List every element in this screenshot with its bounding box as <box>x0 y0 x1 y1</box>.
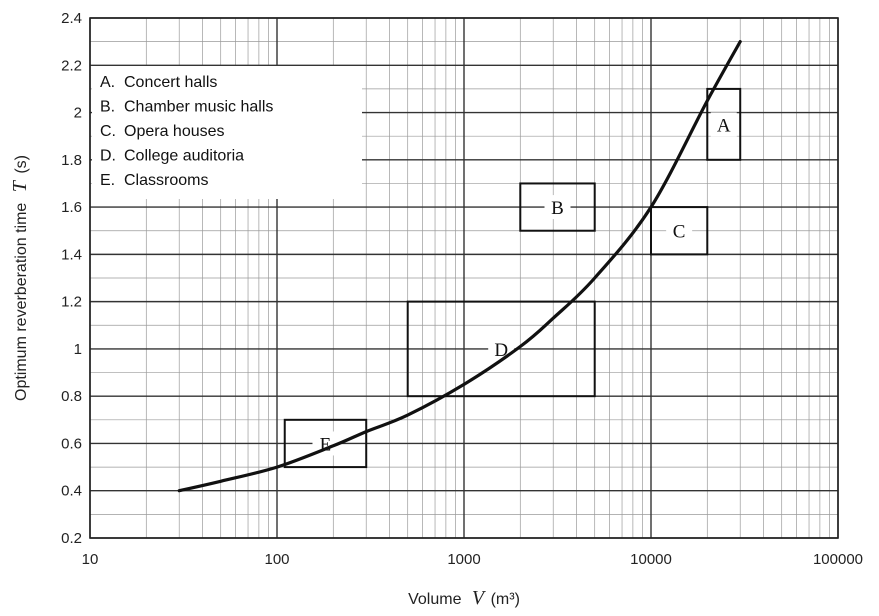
x-axis-label-unit: (m³) <box>491 591 520 608</box>
y-axis-label-unit: (s) <box>13 155 30 174</box>
y-tick-label: 1.4 <box>61 246 82 263</box>
y-axis-label: Optimum reverberation time T (s) <box>9 155 31 401</box>
legend-entry: College auditoria <box>124 148 244 165</box>
region-d: D <box>406 300 596 398</box>
region-box <box>706 87 742 161</box>
region-b: B <box>519 182 596 232</box>
legend-entry: Classrooms <box>124 172 208 189</box>
y-tick-labels: 0.2 0.4 0.6 0.8 1 1.2 1.4 1.6 1.8 2 2.2 2.4 <box>61 10 82 547</box>
region-label: E <box>320 434 332 455</box>
y-tick-label: 2 <box>74 105 82 122</box>
region-label-background <box>544 195 571 220</box>
y-tick-label: 0.8 <box>61 388 82 405</box>
x-tick-label: 1000 <box>447 551 480 568</box>
x-tick-labels: 10 100 1000 10000 100000 <box>82 551 863 568</box>
legend-entry: Concert halls <box>124 74 217 91</box>
region-label: D <box>494 340 508 361</box>
x-tick-label: 10 <box>82 551 99 568</box>
plot-frame <box>89 17 839 539</box>
legend-key: B. <box>100 99 115 116</box>
legend-key: D. <box>100 148 116 165</box>
x-axis-label: Volume V (m³) <box>408 587 520 609</box>
y-axis-label-symbol: T <box>9 179 31 192</box>
y-tick-label: 1.8 <box>61 152 82 169</box>
region-box <box>283 418 368 469</box>
y-tick-label: 2.2 <box>61 57 82 74</box>
legend-key: C. <box>100 123 116 140</box>
region-label-background <box>666 218 693 243</box>
y-tick-label: 1.2 <box>61 294 82 311</box>
x-axis-label-text: Volume <box>408 591 461 608</box>
y-tick-label: 1.6 <box>61 199 82 216</box>
region-label-background <box>710 112 737 137</box>
region-label: A <box>717 115 731 136</box>
y-tick-label: 2.4 <box>61 10 82 27</box>
region-box <box>406 300 596 398</box>
legend-key: E. <box>100 172 115 189</box>
x-tick-label: 100000 <box>813 551 863 568</box>
region-box <box>519 182 596 232</box>
legend-key: A. <box>100 74 115 91</box>
region-label-background <box>488 336 515 361</box>
region-label: B <box>551 198 564 219</box>
legend-entry: Opera houses <box>124 123 225 140</box>
y-axis-label-text: Optimum reverberation time <box>13 203 30 401</box>
reverberation-curve <box>177 40 742 493</box>
legend-entry: Chamber music halls <box>124 99 273 116</box>
regions: A B C D E <box>283 87 742 469</box>
legend: A. Concert halls B. Chamber music halls C. Op… <box>92 66 362 199</box>
y-tick-label: 1 <box>74 341 82 358</box>
region-c: C <box>650 206 709 256</box>
y-tick-label: 0.4 <box>61 483 82 500</box>
x-axis-label-symbol: V <box>472 587 487 609</box>
y-tick-label: 0.6 <box>61 435 82 452</box>
region-label: C <box>673 222 686 243</box>
curve-layer <box>177 40 742 493</box>
x-tick-label: 100 <box>264 551 289 568</box>
region-box <box>650 206 709 256</box>
x-tick-label: 10000 <box>630 551 672 568</box>
y-tick-label: 0.2 <box>61 530 82 547</box>
legend-background <box>92 66 362 199</box>
region-a: A <box>706 87 742 161</box>
